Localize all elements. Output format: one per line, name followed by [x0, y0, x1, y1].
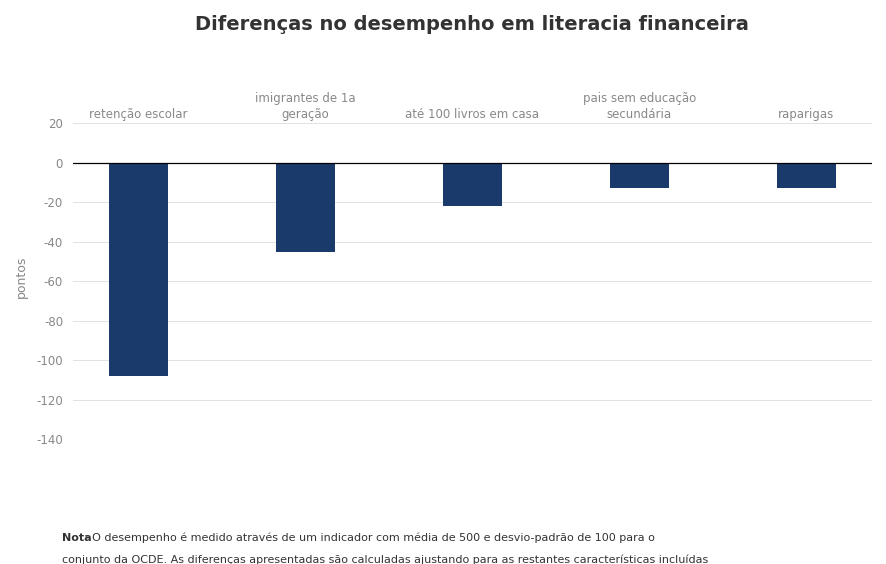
Text: pais sem educação
secundária: pais sem educação secundária: [582, 92, 696, 121]
Text: imigrantes de 1a
geração: imigrantes de 1a geração: [255, 92, 355, 121]
Bar: [776, 163, 835, 188]
Text: até 100 livros em casa: até 100 livros em casa: [405, 108, 539, 121]
Bar: [610, 163, 668, 188]
Text: retenção escolar: retenção escolar: [89, 108, 188, 121]
Y-axis label: pontos: pontos: [15, 255, 28, 298]
Title: Diferenças no desempenho em literacia financeira: Diferenças no desempenho em literacia fi…: [195, 15, 749, 34]
Bar: [443, 163, 501, 206]
Bar: [109, 163, 167, 376]
Text: raparigas: raparigas: [777, 108, 834, 121]
Text: conjunto da OCDE. As diferenças apresentadas são calculadas ajustando para as re: conjunto da OCDE. As diferenças apresent…: [62, 554, 708, 564]
Text: : O desempenho é medido através de um indicador com média de 500 e desvio-padrão: : O desempenho é medido através de um in…: [85, 533, 654, 544]
Text: Nota: Nota: [62, 533, 91, 543]
Bar: [276, 163, 334, 252]
